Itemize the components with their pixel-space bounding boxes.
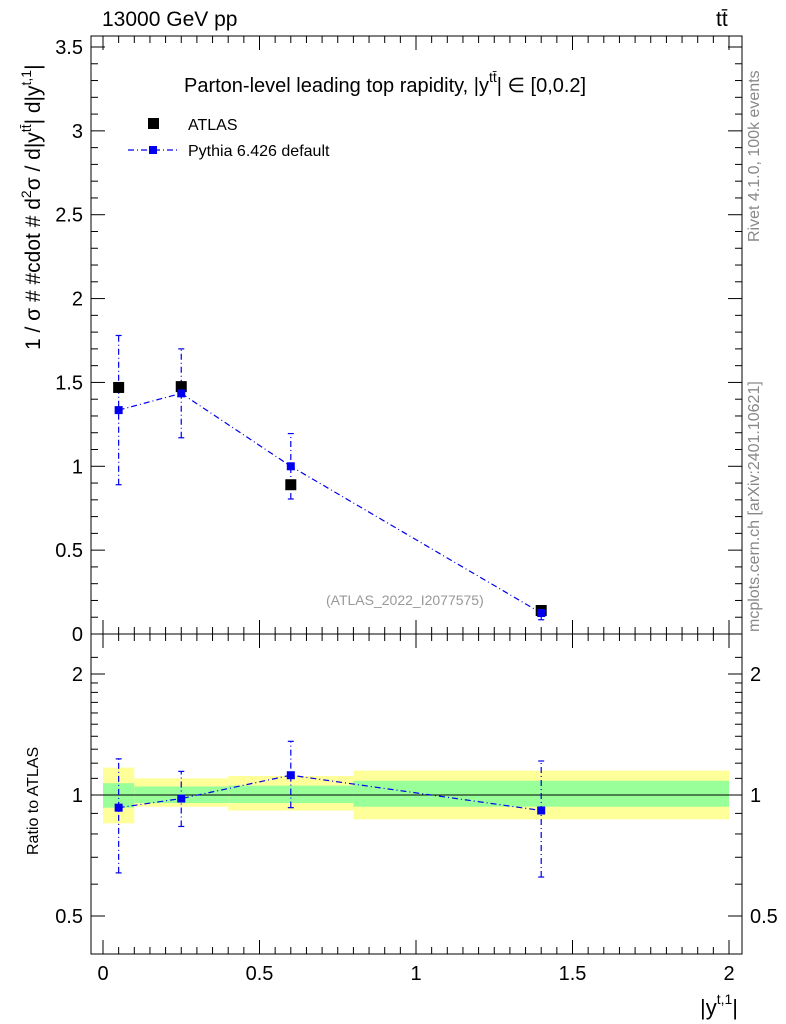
legend-pythia-label: Pythia 6.426 default — [188, 143, 330, 160]
ratio-y-tick-label-left: 2 — [72, 664, 83, 686]
atlas-point — [113, 381, 125, 393]
energy-label: 13000 GeV pp — [102, 8, 238, 31]
x-axis-label: |yt,1| — [700, 991, 738, 1020]
ratio-pythia-point — [537, 806, 546, 815]
x-tick-label: 1 — [410, 963, 421, 985]
legend: ATLAS Pythia 6.426 default — [128, 117, 330, 160]
x-axis-label-prefix: |y — [700, 995, 717, 1020]
pythia-point — [286, 462, 295, 471]
plot-title-suffix: | ∈ [0,0.2] — [497, 75, 586, 97]
ratio-y-tick-label-left: 1 — [72, 785, 83, 807]
main-panel: 0 0.5 1 1.5 2 2.5 3 3.5 Parton-level leading to… — [18, 35, 743, 646]
ratio-y-ticks: 0.5 0.5 1 1 2 2 — [55, 656, 778, 928]
process-label: tt̄ — [716, 8, 728, 31]
main-y-tick-label: 0.5 — [55, 540, 83, 562]
main-y-tick-label: 1 — [72, 456, 83, 478]
ratio-pythia-point — [114, 803, 123, 812]
legend-pythia-marker — [149, 146, 157, 154]
main-y-tick-label: 3.5 — [55, 37, 83, 59]
main-y-axis-label-end: | — [22, 64, 45, 69]
plot-title: Parton-level leading top rapidity, |ytt̄… — [184, 69, 586, 97]
x-tick-label: 0.5 — [246, 963, 274, 985]
plot-title-sup: tt̄ — [489, 69, 497, 85]
main-y-axis-label-sup2: t,1 — [18, 70, 34, 86]
ratio-y-tick-label-right: 1 — [750, 785, 761, 807]
main-y-tick-label: 2 — [72, 289, 83, 311]
ratio-pythia-point — [286, 771, 295, 780]
x-tick-label: 1.5 — [559, 963, 587, 985]
main-y-axis-label-part3: | d|y — [22, 85, 45, 124]
legend-atlas-label: ATLAS — [188, 117, 238, 134]
pythia-point — [537, 609, 546, 618]
main-series — [115, 334, 545, 621]
plot-title-prefix: Parton-level leading top rapidity, |y — [184, 75, 489, 97]
main-y-tick-label: 3 — [72, 121, 83, 143]
main-y-tick-label: 2.5 — [55, 205, 83, 227]
main-y-axis-label-part1: 1 / σ # #cdot # d — [22, 198, 45, 350]
main-y-axis-label-sup1: tt̄ — [18, 124, 34, 132]
ratio-y-tick-label-left: 0.5 — [55, 906, 83, 928]
ratio-pythia-line — [118, 774, 542, 812]
legend-atlas-marker — [148, 118, 159, 129]
ratio-y-tick-label-right: 0.5 — [750, 906, 778, 928]
main-y-ticks: 0 0.5 1 1.5 2 2.5 3 3.5 — [55, 37, 742, 646]
ratio-y-axis-label: Ratio to ATLAS — [25, 747, 42, 855]
main-y-axis-label-sq: 2 — [18, 190, 34, 198]
ratio-pythia-point — [177, 794, 186, 803]
main-y-tick-label: 1.5 — [55, 372, 83, 394]
pythia-line — [118, 392, 542, 614]
x-axis-label-sup: t,1 — [717, 991, 733, 1007]
atlas-point — [285, 479, 297, 491]
main-x-ticks — [102, 36, 730, 634]
main-y-tick-label: 0 — [72, 624, 83, 646]
ratio-panel: 0.5 0.5 1 1 2 2 0 0.5 1 1.5 2 Ratio to ATLAS |yt,… — [25, 633, 778, 1020]
main-y-axis-label-part2: σ / d|y — [22, 132, 45, 191]
x-axis-label-suffix: | — [732, 995, 738, 1020]
analysis-watermark: (ATLAS_2022_I2077575) — [326, 592, 484, 608]
main-y-axis-label: 1 / σ # #cdot # d2σ / d|ytt̄| d|yt,1| — [18, 64, 45, 350]
main-markers — [113, 381, 547, 618]
x-tick-label: 0 — [97, 963, 108, 985]
x-tick-label: 2 — [723, 963, 734, 985]
ratio-y-tick-label-right: 2 — [750, 664, 761, 686]
pythia-point — [114, 406, 123, 415]
pythia-point — [177, 389, 186, 398]
ratio-series — [114, 740, 546, 878]
atlas-point — [175, 381, 187, 393]
ratio-x-ticks: 0 0.5 1 1.5 2 — [97, 634, 735, 985]
